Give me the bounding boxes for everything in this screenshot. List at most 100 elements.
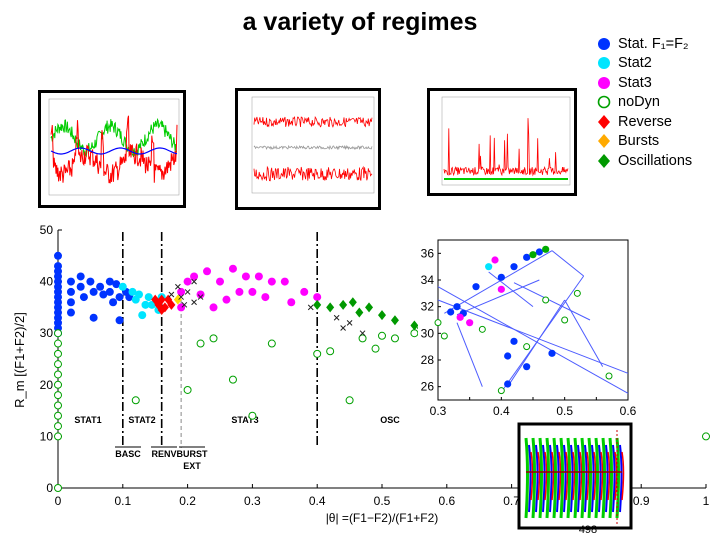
- data-point: [307, 304, 314, 311]
- oscillation-wave-green: [524, 437, 529, 519]
- inset-data-point: [453, 303, 461, 311]
- data-point: [371, 344, 380, 353]
- legend-label: noDyn: [618, 94, 660, 111]
- oscillation-wave-green: [531, 437, 536, 519]
- data-point: [346, 320, 353, 326]
- oscillation-inset: 498: [517, 422, 633, 536]
- data-point: [141, 300, 150, 309]
- legend-label: Reverse: [618, 113, 672, 130]
- data-point: [54, 370, 62, 379]
- data-point: [79, 293, 88, 302]
- inset-trajectory-line: [437, 299, 629, 374]
- legend-item: Oscillations: [596, 151, 720, 171]
- data-point: [184, 289, 191, 295]
- x-tick-label: 0.9: [633, 494, 650, 508]
- inset-data-point: [504, 352, 512, 360]
- thumbnail-reverse-timeseries: [235, 88, 381, 210]
- inset-trajectory-line: [551, 250, 584, 277]
- data-point: [131, 396, 140, 405]
- legend-marker-icon: [598, 153, 610, 168]
- oscillation-wave-red: [544, 451, 548, 501]
- data-point: [157, 294, 166, 305]
- inset-y-tick-label: 34: [421, 273, 435, 287]
- data-point: [54, 380, 62, 389]
- oscillation-wave-blue: [528, 444, 532, 513]
- oscillation-wave-blue: [577, 444, 581, 513]
- oscillation-wave-green: [608, 437, 613, 519]
- thumbnail-3-plot: [441, 96, 571, 186]
- legend-marker-icon: [598, 57, 610, 70]
- oscillation-wave-red: [558, 451, 562, 501]
- inset-data-point: [523, 253, 531, 261]
- data-point: [378, 331, 386, 340]
- oscillation-wave-green: [580, 437, 585, 519]
- regime-label: STAT1: [74, 415, 101, 425]
- data-point: [183, 277, 192, 286]
- y-tick-label: 50: [40, 223, 54, 237]
- data-point: [190, 272, 199, 281]
- oscillation-wave-blue: [556, 444, 560, 513]
- data-point: [138, 311, 147, 320]
- legend-item: Reverse: [596, 112, 720, 132]
- regime-label: STAT2: [128, 415, 155, 425]
- inset-y-tick-label: 30: [421, 326, 435, 340]
- oscillation-wave-green: [601, 437, 606, 519]
- data-point: [105, 277, 114, 286]
- inset-data-point: [504, 380, 512, 388]
- data-point: [118, 282, 127, 291]
- data-point: [168, 291, 175, 298]
- data-point: [355, 307, 364, 318]
- data-point: [203, 267, 212, 276]
- inset-nodyn-point: [523, 343, 531, 351]
- data-point: [358, 334, 367, 343]
- data-point: [348, 297, 357, 308]
- data-point: [183, 385, 192, 394]
- oscillation-wave-blue: [591, 444, 595, 513]
- inset-trajectory-line: [507, 299, 566, 387]
- data-point: [54, 391, 62, 400]
- x-axis-label: |θ| =(F1−F2)/(F1+F2): [326, 511, 439, 525]
- series-bursts: [173, 294, 182, 305]
- x-tick-label: 1: [703, 494, 710, 508]
- inset-frame: [437, 239, 629, 401]
- data-point: [175, 283, 181, 290]
- inset-data-point: [542, 245, 550, 253]
- thumbnail-stat2-timeseries: [38, 90, 186, 208]
- data-point: [89, 313, 98, 322]
- x-tick-label: 0.2: [179, 494, 196, 508]
- oscillation-wave-green: [615, 437, 620, 519]
- data-point: [345, 396, 354, 405]
- regime-marker-label: BURST: [177, 449, 209, 459]
- oscillation-wave-red: [607, 451, 611, 501]
- data-point: [228, 375, 237, 384]
- inset-y-tick-label: 32: [421, 300, 435, 314]
- inset-x-tick-label: 0.4: [493, 404, 510, 418]
- inset-data-point: [447, 308, 455, 316]
- data-point: [359, 330, 366, 337]
- data-point: [54, 251, 62, 260]
- inset-nodyn-point: [573, 289, 581, 297]
- legend-marker-icon: [598, 134, 610, 149]
- data-point: [196, 339, 205, 348]
- inset-trajectory-line: [456, 322, 483, 387]
- inset-data-point: [548, 349, 556, 357]
- data-point: [390, 334, 399, 343]
- data-point: [54, 432, 62, 441]
- inset-nodyn-point: [561, 316, 569, 324]
- inset-data-point: [491, 256, 499, 264]
- data-point: [173, 294, 182, 305]
- inset-nodyn-point: [605, 372, 613, 380]
- thumbnail-1-plot: [48, 98, 180, 196]
- data-point: [66, 277, 75, 286]
- oscillation-wave-red: [621, 451, 625, 501]
- regime-marker-label: BASC: [115, 449, 141, 459]
- inset-data-point: [472, 283, 480, 291]
- data-point: [105, 287, 114, 296]
- oscillation-wave-blue: [619, 444, 623, 513]
- legend-item: Stat2: [596, 54, 720, 74]
- data-point: [54, 360, 62, 369]
- data-point: [109, 298, 118, 307]
- data-point: [112, 280, 121, 289]
- data-point: [197, 294, 204, 300]
- legend-label: Stat. F₁=F₂: [618, 35, 689, 52]
